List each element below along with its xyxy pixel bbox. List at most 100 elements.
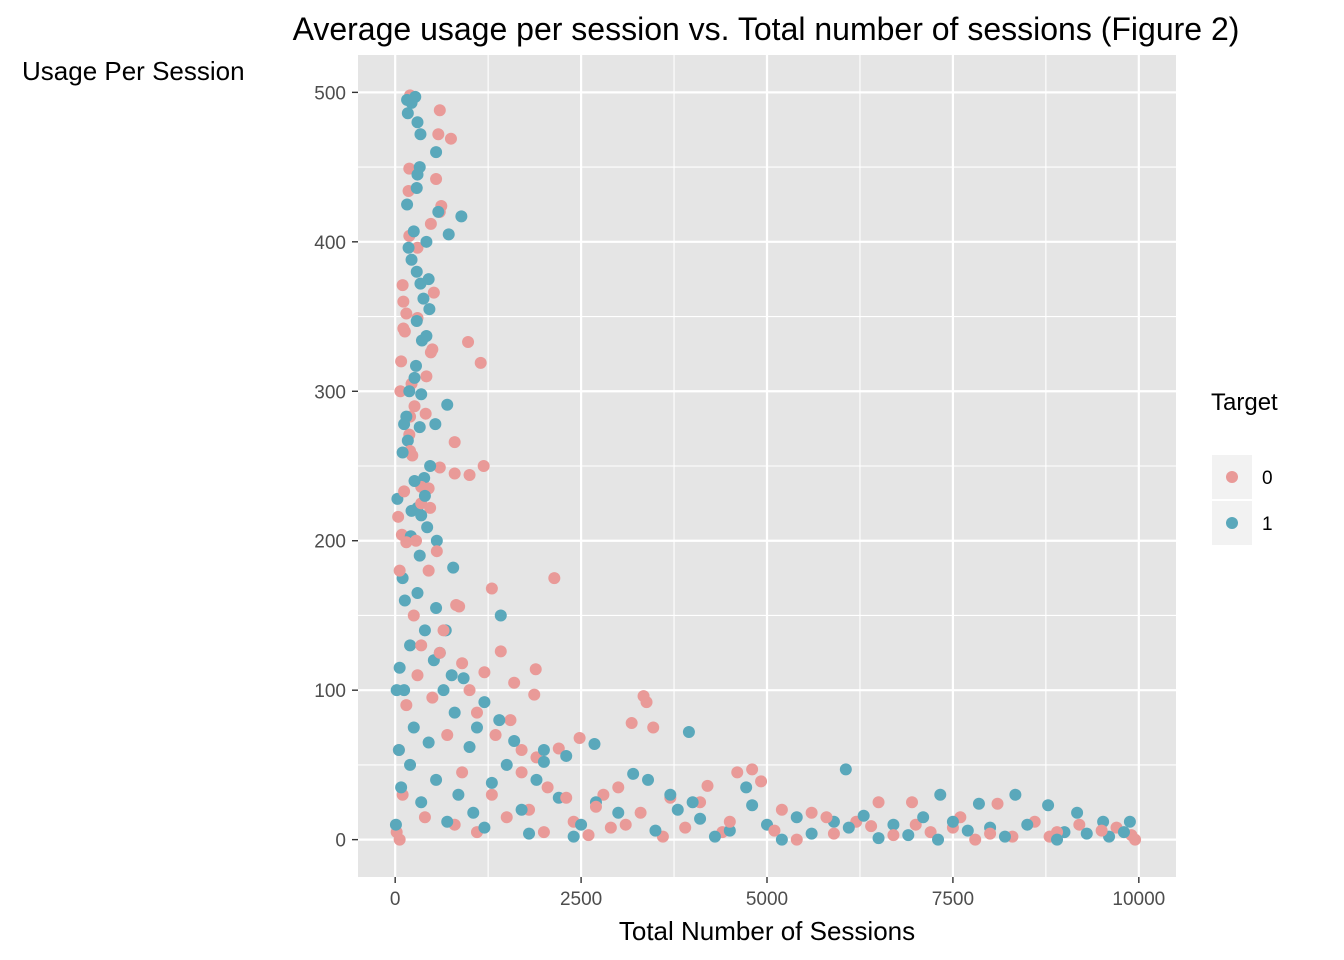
data-point-target-1 — [408, 371, 421, 384]
data-point-target-0 — [424, 217, 437, 230]
data-point-target-0 — [478, 666, 491, 679]
data-point-target-1 — [1051, 833, 1064, 846]
data-point-target-1 — [417, 292, 430, 305]
data-point-target-1 — [649, 824, 662, 837]
data-point-target-0 — [456, 766, 469, 779]
data-point-target-0 — [462, 335, 475, 348]
data-point-target-0 — [887, 829, 900, 842]
data-point-target-0 — [1129, 833, 1142, 846]
data-point-target-0 — [1073, 818, 1086, 831]
data-point-target-0 — [589, 800, 602, 813]
data-point-target-0 — [872, 796, 885, 809]
data-point-target-1 — [415, 509, 428, 522]
data-point-target-1 — [917, 811, 930, 824]
data-point-target-1 — [402, 241, 415, 254]
data-point-target-1 — [430, 534, 443, 547]
data-point-target-1 — [407, 225, 420, 238]
data-point-target-1 — [723, 824, 736, 837]
data-point-target-1 — [961, 824, 974, 837]
data-point-target-1 — [430, 146, 443, 159]
data-point-target-1 — [1117, 826, 1130, 839]
data-point-target-0 — [485, 788, 498, 801]
data-point-target-0 — [640, 696, 653, 709]
data-point-target-1 — [405, 96, 418, 109]
data-point-target-1 — [422, 736, 435, 749]
data-point-target-0 — [529, 663, 542, 676]
data-point-target-1 — [415, 796, 428, 809]
data-point-target-0 — [426, 691, 439, 704]
data-point-target-1 — [1123, 815, 1136, 828]
data-point-target-1 — [421, 521, 434, 534]
data-point-target-1 — [396, 446, 409, 459]
data-point-target-0 — [448, 467, 461, 480]
data-point-target-1 — [887, 818, 900, 831]
x-tick-label: 0 — [390, 889, 401, 910]
data-point-target-0 — [541, 781, 554, 794]
data-point-target-1 — [411, 168, 424, 181]
data-point-target-0 — [489, 729, 502, 742]
data-point-target-1 — [411, 587, 424, 600]
data-point-target-1 — [1071, 806, 1084, 819]
data-point-target-1 — [485, 776, 498, 789]
data-point-target-1 — [448, 706, 461, 719]
data-point-target-1 — [686, 796, 699, 809]
data-point-target-1 — [442, 228, 455, 241]
data-point-target-1 — [413, 421, 426, 434]
data-point-target-0 — [420, 370, 433, 383]
data-points — [389, 89, 1142, 846]
data-point-target-1 — [530, 773, 543, 786]
data-point-target-0 — [396, 279, 409, 292]
data-point-target-0 — [597, 788, 610, 801]
data-point-target-0 — [984, 827, 997, 840]
data-point-target-0 — [701, 779, 714, 792]
data-point-target-1 — [413, 549, 426, 562]
data-point-target-1 — [452, 788, 465, 801]
data-point-target-0 — [746, 763, 759, 776]
data-point-target-1 — [575, 818, 588, 831]
data-point-target-1 — [500, 758, 513, 771]
data-point-target-1 — [410, 182, 423, 195]
x-tick-label: 10000 — [1112, 889, 1165, 910]
data-point-target-0 — [820, 811, 833, 824]
data-point-target-0 — [395, 355, 408, 368]
data-point-target-0 — [790, 833, 803, 846]
data-point-target-1 — [430, 773, 443, 786]
data-point-target-0 — [768, 824, 781, 837]
data-point-target-1 — [401, 107, 414, 120]
data-point-target-0 — [991, 797, 1004, 810]
data-point-target-1 — [404, 639, 417, 652]
data-point-target-0 — [407, 609, 420, 622]
y-tick-label: 300 — [314, 382, 346, 403]
data-point-target-1 — [523, 827, 536, 840]
data-point-target-1 — [805, 827, 818, 840]
data-point-target-1 — [395, 781, 408, 794]
x-tick-label: 5000 — [746, 889, 788, 910]
data-point-target-0 — [433, 104, 446, 117]
data-point-target-0 — [500, 811, 513, 824]
data-point-target-1 — [946, 815, 959, 828]
data-point-target-1 — [393, 661, 406, 674]
data-point-target-1 — [398, 418, 411, 431]
data-point-target-0 — [422, 564, 435, 577]
data-point-target-1 — [430, 601, 443, 614]
data-point-target-0 — [560, 791, 573, 804]
data-point-target-0 — [969, 833, 982, 846]
data-point-target-0 — [647, 721, 660, 734]
data-point-target-0 — [400, 307, 413, 320]
data-point-target-1 — [932, 833, 945, 846]
data-point-target-0 — [415, 639, 428, 652]
data-point-target-1 — [612, 806, 625, 819]
data-point-target-0 — [827, 827, 840, 840]
data-point-target-0 — [393, 833, 406, 846]
data-point-target-0 — [573, 732, 586, 745]
data-point-target-1 — [671, 803, 684, 816]
data-point-target-0 — [604, 821, 617, 834]
data-point-target-1 — [410, 359, 423, 372]
data-point-target-1 — [404, 758, 417, 771]
data-point-target-0 — [430, 173, 443, 186]
data-point-target-1 — [567, 830, 580, 843]
data-point-target-1 — [410, 265, 423, 278]
legend-marker-1 — [1226, 517, 1238, 529]
data-point-target-1 — [403, 385, 416, 398]
